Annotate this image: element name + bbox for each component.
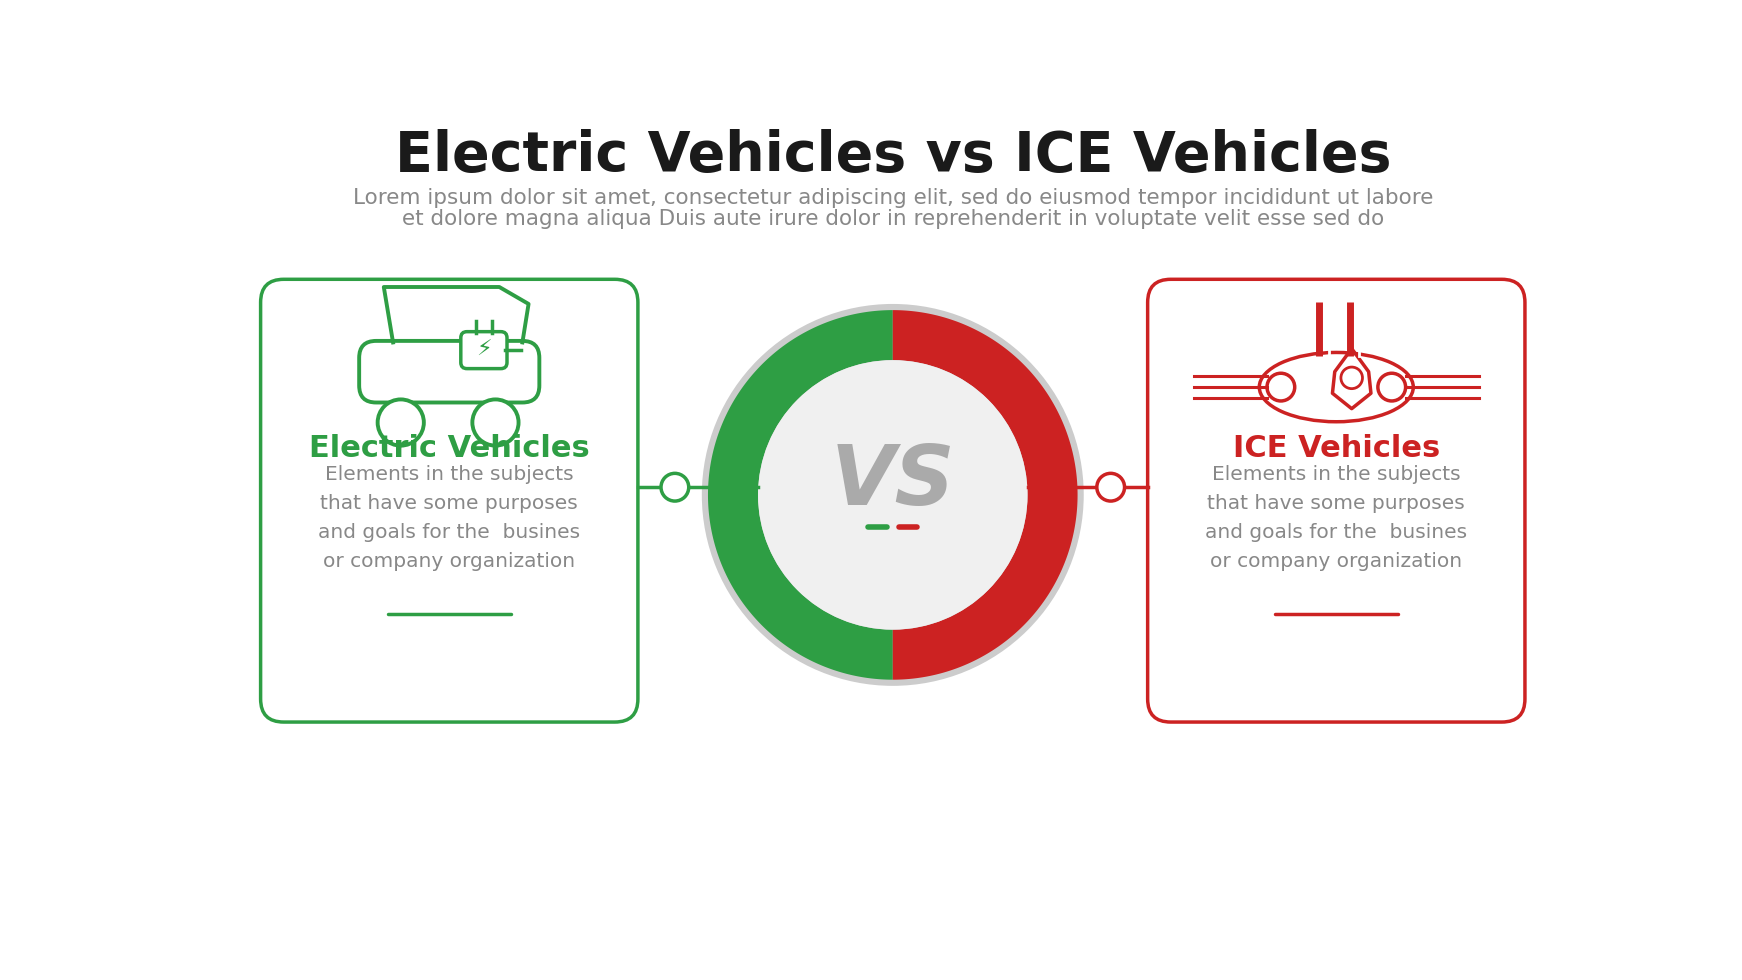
Circle shape: [702, 304, 1084, 686]
Circle shape: [378, 400, 423, 446]
Text: Elements in the subjects
that have some purposes
and goals for the  busines
or c: Elements in the subjects that have some …: [319, 466, 580, 570]
Text: Electric Vehicles vs ICE Vehicles: Electric Vehicles vs ICE Vehicles: [394, 129, 1392, 183]
Circle shape: [1097, 473, 1125, 501]
Text: Lorem ipsum dolor sit amet, consectetur adipiscing elit, sed do eiusmod tempor i: Lorem ipsum dolor sit amet, consectetur …: [352, 188, 1434, 208]
Text: VS: VS: [831, 441, 955, 521]
FancyBboxPatch shape: [1148, 279, 1524, 722]
Circle shape: [761, 364, 1024, 626]
Circle shape: [660, 473, 688, 501]
Circle shape: [758, 360, 1028, 629]
Text: et dolore magna aliqua Duis aute irure dolor in reprehenderit in voluptate velit: et dolore magna aliqua Duis aute irure d…: [402, 210, 1383, 229]
Circle shape: [472, 400, 519, 446]
Text: ICE Vehicles: ICE Vehicles: [1233, 434, 1441, 464]
Polygon shape: [707, 310, 892, 680]
Polygon shape: [892, 310, 1078, 680]
Text: Electric Vehicles: Electric Vehicles: [308, 434, 589, 464]
FancyBboxPatch shape: [261, 279, 638, 722]
FancyBboxPatch shape: [462, 331, 507, 368]
Text: ⚡: ⚡: [476, 340, 491, 360]
Text: Elements in the subjects
that have some purposes
and goals for the  busines
or c: Elements in the subjects that have some …: [1205, 466, 1467, 570]
